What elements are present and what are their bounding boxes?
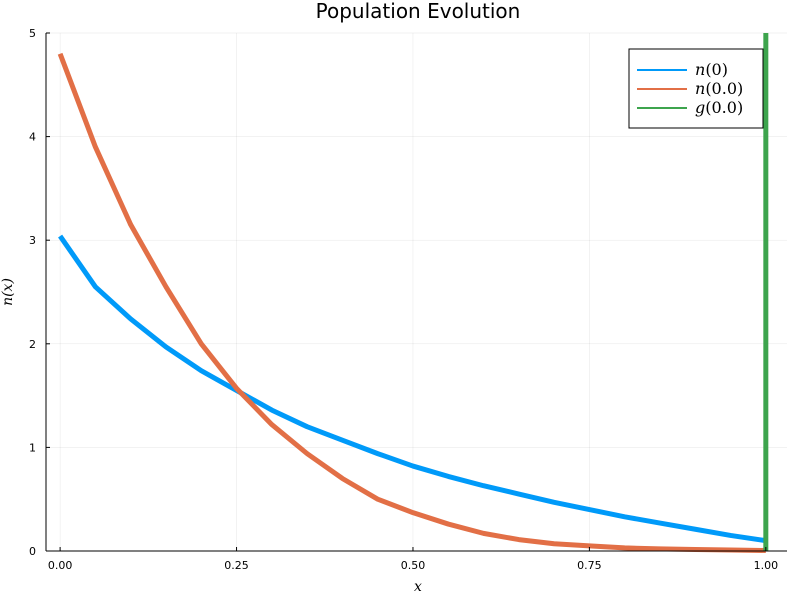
x-tick-label: 0.50 xyxy=(401,559,426,572)
x-tick-label: 0.25 xyxy=(224,559,249,572)
y-tick-label: 5 xyxy=(29,27,36,40)
series-layer xyxy=(57,33,769,553)
legend: n(0)n(0.0)g(0.0) xyxy=(628,48,764,129)
y-tick-label: 2 xyxy=(29,338,36,351)
x-axis-label: x xyxy=(414,579,422,595)
y-axis-label: n(x) xyxy=(0,278,16,306)
x-tick-label: 0.00 xyxy=(48,559,73,572)
legend-entry-3: g(0.0) xyxy=(695,98,743,117)
y-tick-label: 1 xyxy=(29,441,36,454)
y-tick-label: 0 xyxy=(29,545,36,558)
series-line-2 xyxy=(57,52,766,553)
y-tick-label: 3 xyxy=(29,234,36,247)
legend-entry-2: n(0.0) xyxy=(695,79,743,98)
y-tick-label: 4 xyxy=(29,131,36,144)
plot-frame xyxy=(45,32,787,552)
x-tick-label: 0.75 xyxy=(577,559,602,572)
legend-entry-1: n(0) xyxy=(695,60,728,79)
series-line-1 xyxy=(58,234,767,544)
x-tick-label: 1.00 xyxy=(754,559,779,572)
chart-title: Population Evolution xyxy=(316,0,521,23)
tick-labels: 0.00 0.25 0.50 0.75 1.00 0 1 2 3 4 5 xyxy=(29,27,778,572)
